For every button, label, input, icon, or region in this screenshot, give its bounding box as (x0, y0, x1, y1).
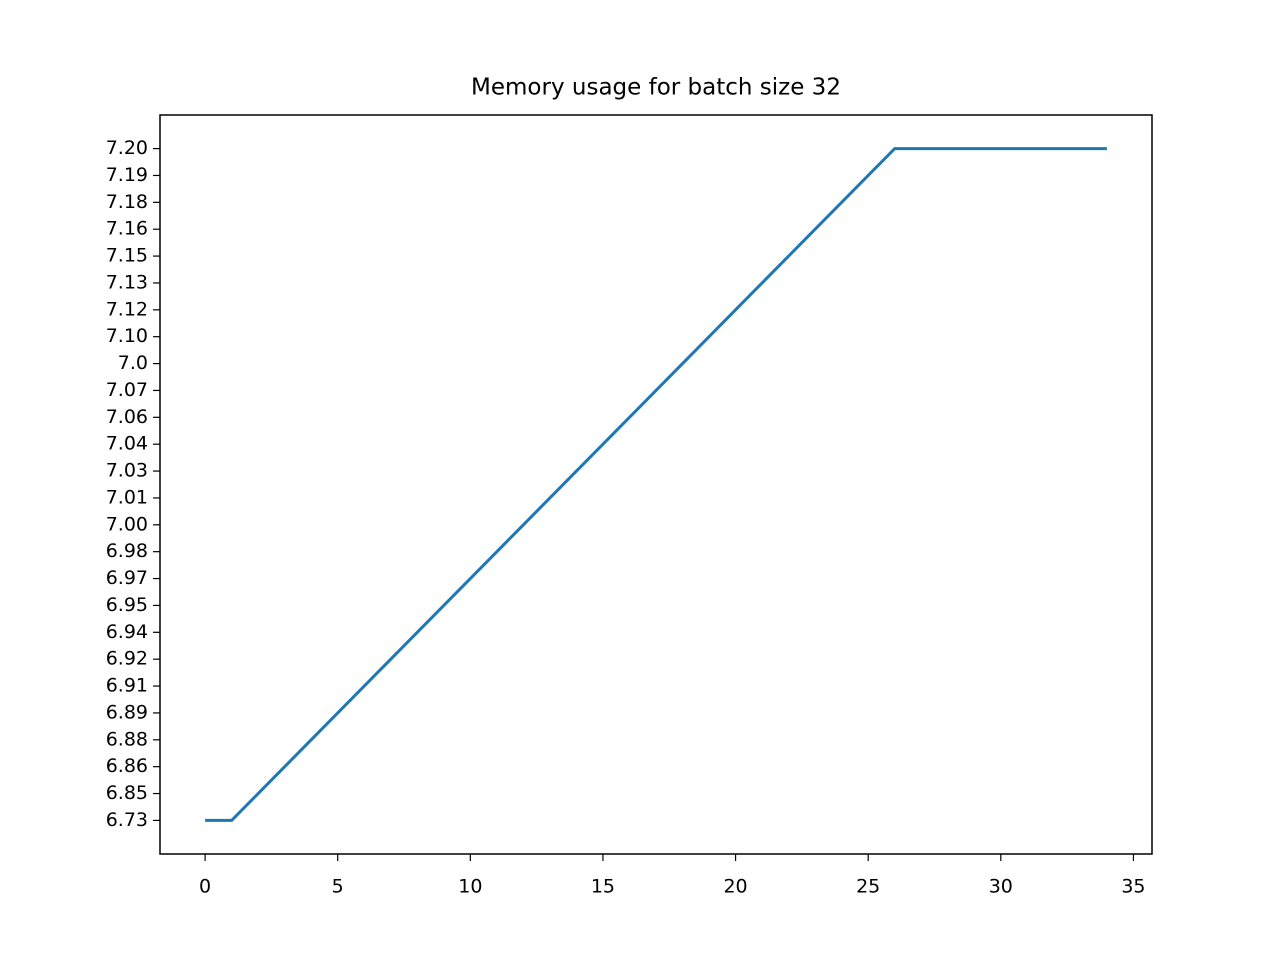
y-tick-label: 7.20 (106, 137, 148, 159)
y-tick-label: 7.00 (106, 513, 148, 535)
y-tick-label: 6.88 (106, 728, 148, 750)
y-tick-label: 6.98 (106, 540, 148, 562)
x-tick-label: 15 (591, 876, 615, 898)
y-tick-label: 7.06 (106, 406, 148, 428)
x-tick-label: 35 (1121, 876, 1145, 898)
y-tick-label: 6.73 (106, 809, 148, 831)
y-tick-label: 6.97 (106, 567, 148, 589)
x-tick-label: 5 (332, 876, 344, 898)
y-tick-label: 6.85 (106, 782, 148, 804)
y-tick-label: 7.15 (106, 245, 148, 267)
x-tick-label: 30 (989, 876, 1013, 898)
x-tick-label: 0 (199, 876, 211, 898)
y-tick-label: 6.91 (106, 675, 148, 697)
y-tick-label: 6.94 (106, 621, 148, 643)
x-tick-label: 10 (458, 876, 482, 898)
y-tick-label: 7.03 (106, 460, 148, 482)
y-tick-label: 7.0 (118, 352, 148, 374)
chart-title: Memory usage for batch size 32 (471, 75, 841, 101)
data-line (205, 147, 1107, 822)
x-tick-label: 25 (856, 876, 880, 898)
x-tick-label: 20 (723, 876, 747, 898)
y-tick-label: 7.07 (106, 379, 148, 401)
plot-frame (159, 114, 1153, 855)
y-tick-label: 7.18 (106, 191, 148, 213)
y-tick-label: 7.16 (106, 218, 148, 240)
y-tick-label: 7.19 (106, 164, 148, 186)
y-tick-label: 6.95 (106, 594, 148, 616)
y-tick-label: 7.12 (106, 298, 148, 320)
y-tick-label: 6.86 (106, 755, 148, 777)
y-tick-label: 6.89 (106, 701, 148, 723)
y-tick-label: 6.92 (106, 648, 148, 670)
y-tick-label: 7.13 (106, 271, 148, 293)
y-tick-label: 7.10 (106, 325, 148, 347)
y-tick-label: 7.04 (106, 433, 148, 455)
y-tick-label: 7.01 (106, 486, 148, 508)
